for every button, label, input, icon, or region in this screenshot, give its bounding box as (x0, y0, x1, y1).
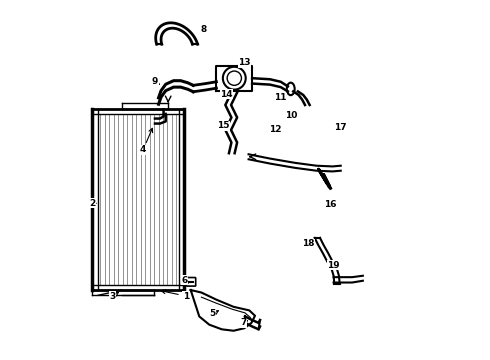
Text: 2: 2 (89, 199, 95, 208)
Text: 18: 18 (302, 239, 315, 248)
Text: 19: 19 (327, 261, 340, 270)
FancyBboxPatch shape (186, 278, 196, 286)
Text: 5: 5 (210, 310, 216, 319)
Text: 3: 3 (110, 292, 116, 301)
Text: 8: 8 (201, 26, 207, 35)
Text: 11: 11 (274, 93, 287, 102)
Text: 16: 16 (324, 200, 336, 209)
Text: 17: 17 (334, 123, 347, 132)
Text: 14: 14 (220, 90, 233, 99)
Text: 12: 12 (269, 126, 282, 135)
Text: 10: 10 (285, 111, 297, 120)
Text: 15: 15 (218, 121, 230, 130)
Text: 6: 6 (181, 275, 187, 284)
Text: 13: 13 (238, 58, 250, 67)
Text: 7: 7 (240, 318, 246, 327)
Text: 1: 1 (183, 292, 189, 301)
Text: 9: 9 (152, 77, 158, 86)
Text: 4: 4 (140, 145, 147, 154)
